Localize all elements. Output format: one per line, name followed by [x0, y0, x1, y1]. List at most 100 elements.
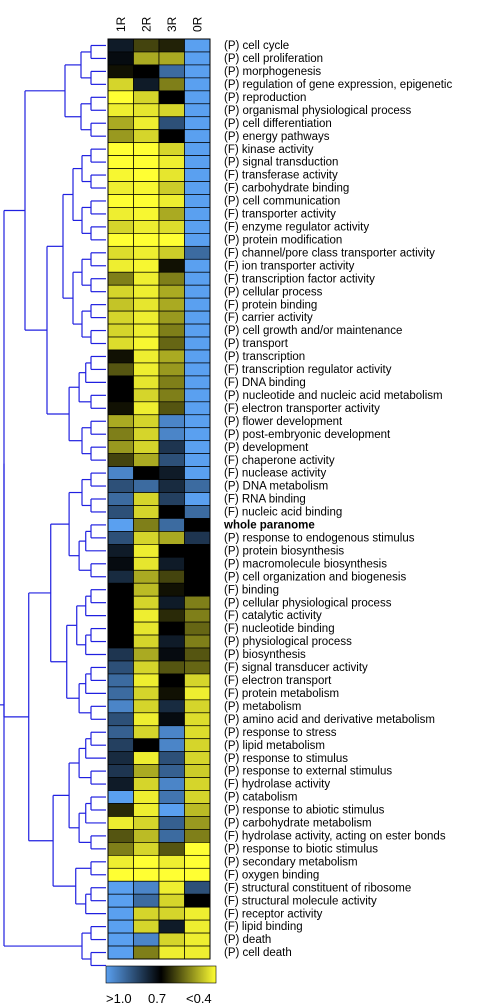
heatmap-cell: [133, 284, 160, 299]
heatmap-cell: [133, 829, 160, 843]
heatmap-cell: [158, 375, 185, 390]
heatmap-cell: [184, 233, 211, 247]
heatmap-cell: [107, 207, 134, 221]
heatmap-cell: [184, 194, 211, 208]
heatmap-cell: [107, 77, 134, 92]
heatmap-cell: [158, 310, 185, 325]
heatmap-cell: [133, 453, 160, 467]
heatmap-cell: [133, 932, 160, 947]
heatmap-cell: [107, 401, 134, 416]
heatmap-cell: [133, 673, 160, 688]
heatmap-cell: [158, 751, 185, 765]
row-label: (F) signal transducer activity: [224, 662, 368, 674]
heatmap-cell: [158, 738, 185, 753]
heatmap-cell: [133, 842, 160, 856]
heatmap-cell: [107, 699, 134, 714]
heatmap-cell: [184, 427, 211, 442]
heatmap-cell: [184, 556, 211, 571]
column-labels: 1R 2R 3R 0R: [114, 16, 205, 32]
heatmap-cell: [133, 414, 160, 429]
row-label: (P) lipid metabolism: [224, 740, 325, 752]
heatmap-cell: [133, 129, 160, 144]
heatmap-cell: [133, 77, 160, 92]
heatmap-cell: [133, 867, 160, 882]
heatmap-cell: [158, 168, 185, 182]
heatmap-cell: [107, 155, 134, 169]
row-label: (F) binding: [224, 584, 279, 596]
heatmap-cell: [107, 375, 134, 390]
heatmap-cell: [107, 349, 134, 364]
heatmap-cell: [107, 440, 134, 454]
heatmap-cell: [184, 531, 211, 545]
heatmap-cell: [158, 829, 185, 843]
heatmap-cell: [158, 803, 185, 817]
row-label: (P) DNA metabolism: [224, 481, 328, 493]
row-label: (F) structural constituent of ribosome: [224, 882, 411, 894]
heatmap-cell: [107, 258, 134, 273]
heatmap-cell: [107, 816, 134, 830]
heatmap-cell: [184, 699, 211, 714]
heatmap-cell: [158, 919, 185, 934]
heatmap-cell: [107, 64, 134, 79]
heatmap-cell: [107, 686, 134, 701]
heatmap-cell: [133, 777, 160, 791]
heatmap-cell: [107, 90, 134, 105]
heatmap-cell: [133, 220, 160, 234]
heatmap-cell: [158, 531, 185, 545]
row-label: (P) energy pathways: [224, 131, 330, 143]
heatmap-cell: [133, 51, 160, 66]
heatmap-cell: [133, 207, 160, 221]
row-label: (P) carbohydrate metabolism: [224, 818, 372, 830]
row-label: (F) carbohydrate binding: [224, 183, 349, 195]
row-label: (F) transferase activity: [224, 170, 338, 182]
heatmap-cell: [184, 686, 211, 701]
heatmap-cell: [107, 38, 134, 53]
heatmap-cell: [158, 258, 185, 273]
row-label: (F) chaperone activity: [224, 455, 335, 467]
heatmap-cell: [107, 764, 134, 778]
heatmap-cell: [133, 544, 160, 558]
scale-label-low-value: <0.4: [186, 991, 212, 1006]
heatmap-cell: [184, 569, 211, 584]
heatmap-cell: [133, 142, 160, 156]
heatmap-cell: [184, 479, 211, 493]
heatmap-cell: [107, 893, 134, 908]
heatmap-cell: [107, 233, 134, 247]
heatmap-cell: [158, 142, 185, 156]
row-label: (P) post-embryonic development: [224, 429, 391, 441]
heatmap-cell: [133, 427, 160, 442]
column-label-0R: 0R: [190, 16, 204, 32]
heatmap-cell: [133, 336, 160, 351]
heatmap-cell: [158, 634, 185, 649]
color-scale-bar: [105, 965, 217, 984]
heatmap-cell: [158, 323, 185, 338]
heatmap-cell: [184, 440, 211, 454]
heatmap-cell: [158, 284, 185, 299]
heatmap-cell: [184, 673, 211, 688]
heatmap-cell: [184, 867, 211, 882]
heatmap-cell: [158, 388, 185, 403]
heatmap-cell: [133, 906, 160, 921]
heatmap-cell: [158, 569, 185, 584]
heatmap-cell: [133, 595, 160, 610]
heatmap-cell: [158, 725, 185, 740]
heatmap-cell: [107, 621, 134, 636]
heatmap-cell: [158, 712, 185, 727]
heatmap-cell: [107, 362, 134, 377]
heatmap-cell: [107, 453, 134, 467]
heatmap-cell: [184, 829, 211, 843]
heatmap-cell: [133, 699, 160, 714]
heatmap-cell: [158, 505, 185, 519]
heatmap-cell: [184, 608, 211, 623]
heatmap-cell: [107, 518, 134, 532]
heatmap-cell: [158, 453, 185, 467]
row-label: (F) protein metabolism: [224, 688, 339, 700]
row-label: (F) transcription regulator activity: [224, 364, 392, 376]
heatmap-cell: [158, 194, 185, 208]
heatmap-cell: [184, 945, 211, 960]
heatmap-cell: [184, 388, 211, 403]
heatmap-cell: [184, 129, 211, 144]
heatmap-cell: [184, 919, 211, 934]
row-label: (F) enzyme regulator activity: [224, 222, 369, 234]
